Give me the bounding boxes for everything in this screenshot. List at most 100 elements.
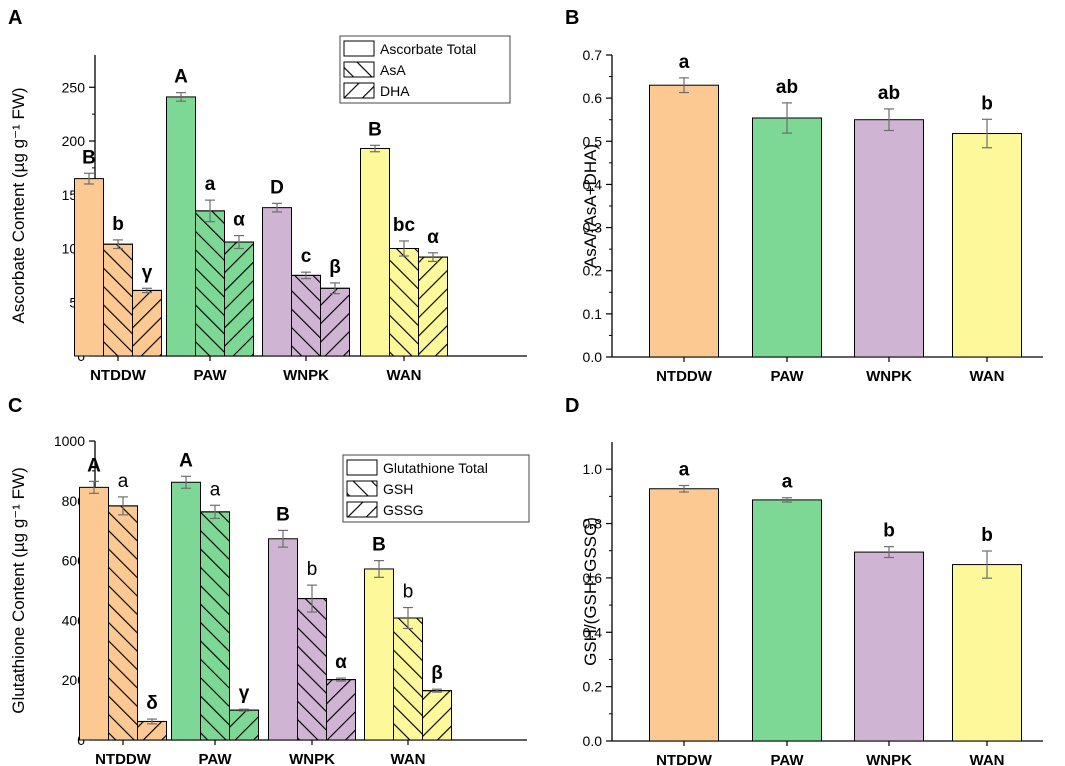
significance-label: a: [205, 174, 216, 195]
legend-swatch-hatch: [346, 501, 378, 518]
bar-hatch: [418, 256, 448, 357]
x-category-label: WNPK: [289, 751, 335, 766]
significance-label: A: [87, 455, 101, 476]
bar: [364, 568, 394, 741]
bar: [854, 551, 924, 742]
panel-letter: C: [8, 395, 22, 417]
significance-label: a: [679, 52, 690, 73]
y-tick-label: 0.0: [583, 733, 603, 749]
bar: [752, 499, 822, 742]
x-category-label: NTDDW: [656, 368, 713, 385]
bar-hatch: [393, 617, 423, 741]
y-axis-title: Glutathione Content (µg g⁻¹ FW): [9, 467, 28, 713]
significance-label: α: [335, 652, 347, 673]
significance-label: a: [679, 459, 690, 480]
bar: [952, 133, 1022, 358]
y-tick-label: 0.6: [583, 90, 603, 106]
y-tick-label: 0.2: [583, 679, 603, 695]
significance-label: α: [233, 210, 245, 231]
x-category-label: WAN: [391, 751, 426, 766]
bar-hatch: [132, 289, 162, 357]
bar: [166, 96, 196, 357]
y-tick-label: 0.7: [583, 47, 603, 63]
legend-entry: Ascorbate Total: [380, 41, 476, 57]
significance-label: c: [301, 246, 312, 267]
legend-swatch: [346, 459, 378, 476]
bar: [952, 564, 1022, 742]
significance-label: β: [329, 257, 341, 278]
bar: [854, 119, 924, 358]
panel-a: A050100150200250Ascorbate Content (µg g⁻…: [8, 7, 527, 384]
y-tick-label: 0.4: [583, 176, 603, 192]
bar: [79, 486, 109, 741]
legend-entry: Glutathione Total: [383, 460, 488, 476]
panel-letter: A: [8, 7, 22, 29]
bar: [262, 207, 292, 357]
y-tick-label: 0.3: [583, 220, 603, 236]
legend-swatch-hatch: [343, 61, 375, 78]
significance-label: b: [981, 93, 993, 114]
bar-hatch: [195, 210, 225, 357]
significance-label: A: [179, 450, 193, 471]
significance-label: b: [981, 525, 993, 546]
bar-hatch: [200, 511, 230, 741]
y-tick-label: 1.0: [583, 461, 603, 477]
y-tick-label: 0.6: [583, 570, 603, 586]
significance-label: B: [372, 535, 386, 556]
significance-label: B: [368, 119, 382, 140]
significance-label: bc: [393, 215, 416, 236]
panel-d: D 0.0 0.2 0.4 0.6 0.8 1.0 GSH/(GSH+GSSG) NTDDW PA…: [565, 395, 1043, 766]
y-tick-label: 1000: [54, 433, 85, 449]
significance-label: γ: [239, 683, 250, 704]
x-category-label: NTDDW: [90, 367, 147, 384]
bar: [752, 117, 822, 358]
y-tick-label: 250: [62, 79, 86, 95]
bar-hatch: [320, 287, 350, 357]
y-axis-title: GSH/(GSH+GSSG): [581, 517, 600, 666]
bar-hatch: [108, 505, 138, 741]
bar: [649, 488, 719, 742]
significance-label: a: [118, 471, 129, 492]
legend-swatch-hatch: [346, 480, 378, 497]
significance-label: b: [307, 559, 318, 580]
significance-label: B: [276, 504, 290, 525]
x-category-label: WNPK: [866, 752, 912, 766]
x-category-label: WAN: [387, 367, 422, 384]
legend-swatch-hatch: [343, 82, 375, 99]
significance-label: ab: [878, 83, 900, 104]
significance-label: α: [427, 227, 439, 248]
y-tick-label: 0.5: [583, 133, 603, 149]
significance-label: b: [883, 521, 895, 542]
significance-label: D: [270, 177, 284, 198]
significance-label: γ: [142, 262, 153, 283]
bar: [268, 538, 298, 741]
bar-hatch: [326, 679, 356, 741]
bar-hatch: [297, 598, 327, 741]
significance-label: β: [431, 663, 443, 684]
y-axis-title: AsA/(AsA+DHA): [581, 144, 600, 268]
legend-entry: GSSG: [383, 502, 423, 518]
x-category-label: WNPK: [283, 367, 329, 384]
bar-hatch: [291, 274, 321, 357]
significance-label: B: [82, 147, 96, 168]
y-tick-label: 0.8: [583, 516, 603, 532]
x-category-label: PAW: [770, 368, 804, 385]
legend-entry: GSH: [383, 481, 413, 497]
bar-hatch: [389, 248, 419, 357]
x-category-label: WNPK: [866, 368, 912, 385]
significance-label: a: [782, 472, 793, 493]
bar-hatch: [422, 690, 452, 741]
y-tick-label: 0.4: [583, 624, 603, 640]
bar-hatch: [229, 709, 259, 741]
significance-label: b: [403, 582, 414, 603]
y-tick-label: 0.1: [583, 306, 603, 322]
panel-b: B 0.0 0.1 0.2 0.3 0.4 0.5 0.6 0.7 AsA/(AsA+DHA) NT…: [565, 7, 1043, 385]
bar-hatch: [103, 243, 133, 357]
bar-hatch: [224, 241, 254, 357]
legend-entry: DHA: [380, 83, 410, 99]
bar: [360, 148, 390, 357]
panel-letter: B: [565, 7, 579, 29]
significance-label: A: [174, 67, 188, 88]
panel-letter: D: [565, 395, 579, 417]
